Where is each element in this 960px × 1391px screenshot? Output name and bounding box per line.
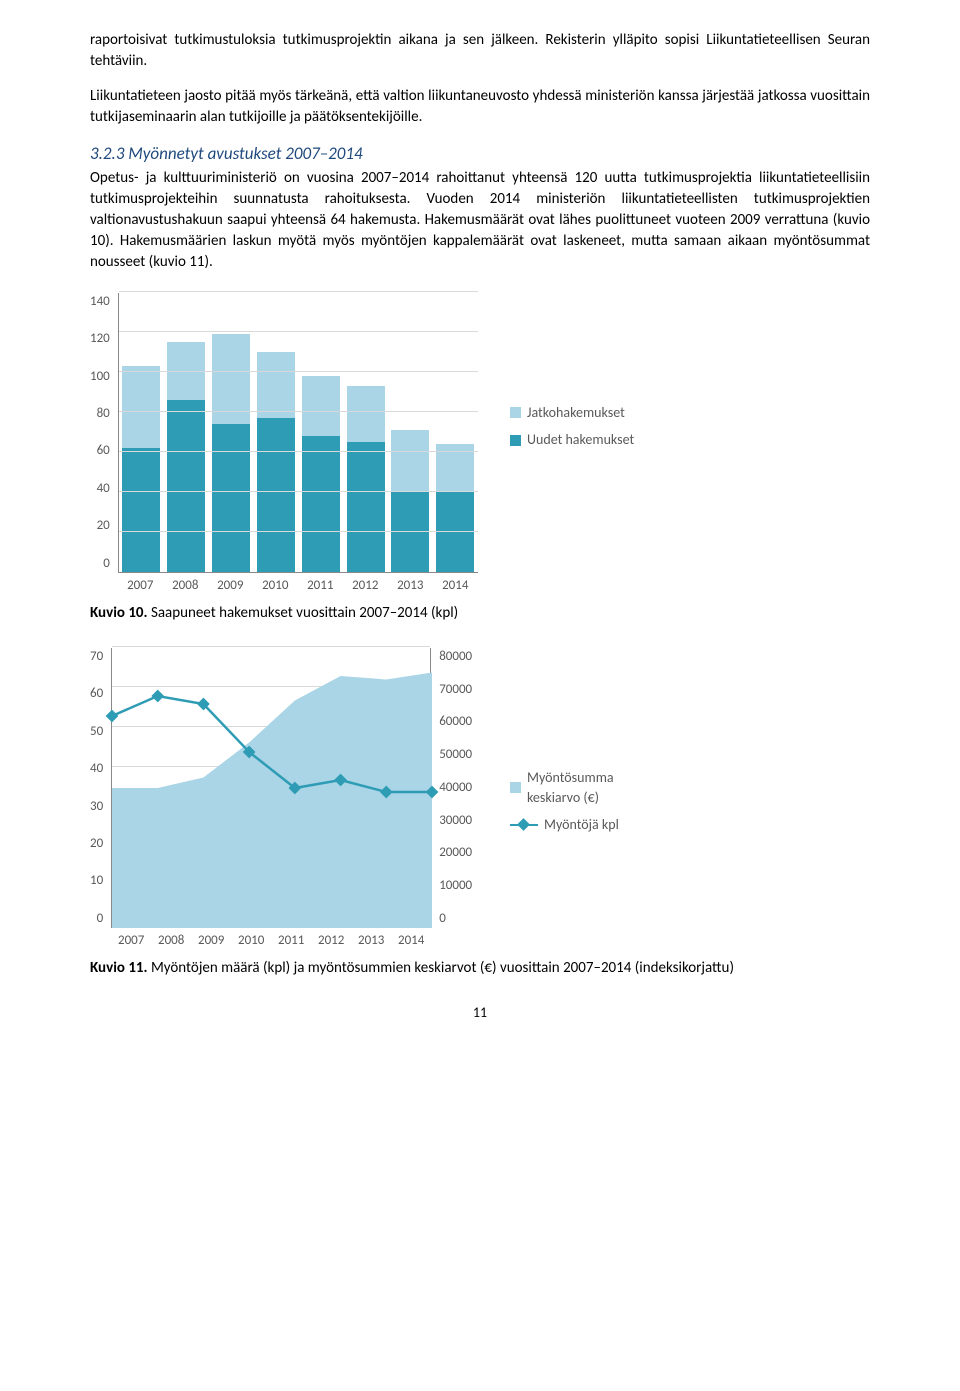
page-number: 11 <box>90 1003 870 1023</box>
legend-area: Myöntösumma keskiarvo (€) <box>510 768 657 807</box>
chart2-caption: Kuvio 11. Myöntöjen määrä (kpl) ja myönt… <box>90 958 870 979</box>
bar-2011 <box>302 376 340 572</box>
chart1-legend: Jatkohakemukset Uudet hakemukset <box>510 403 634 450</box>
legend-line: Myöntöjä kpl <box>510 815 657 835</box>
bar-2014 <box>436 444 474 572</box>
chart2-caption-text: Myöntöjen määrä (kpl) ja myöntösummien k… <box>148 959 734 977</box>
chart2-plot <box>111 648 431 928</box>
chart2-y-axis-right: 8000070000600005000040000300002000010000… <box>431 648 472 928</box>
bar-2009 <box>212 334 250 572</box>
chart2-x-axis: 20072008200920102011201220132014 <box>111 932 431 950</box>
paragraph-2: Liikuntatieteen jaosto pitää myös tärkeä… <box>90 86 870 128</box>
chart-kuvio-11: 706050403020100 200720082009201020112012… <box>90 648 870 950</box>
legend-uudet: Uudet hakemukset <box>510 430 634 450</box>
bar-2010 <box>257 352 295 572</box>
chart2-caption-num: Kuvio 11. <box>90 959 148 977</box>
chart1-x-axis: 20072008200920102011201220132014 <box>118 577 478 595</box>
chart1-caption: Kuvio 10. Saapuneet hakemukset vuosittai… <box>90 603 870 624</box>
chart1-caption-text: Saapuneet hakemukset vuosittain 2007–201… <box>148 604 459 622</box>
chart2-y-axis-left: 706050403020100 <box>90 648 111 928</box>
paragraph-3: Opetus- ja kulttuuriministeriö on vuosin… <box>90 168 870 273</box>
paragraph-1: raportoisivat tutkimustuloksia tutkimusp… <box>90 30 870 72</box>
bar-2007 <box>122 366 160 572</box>
bar-2008 <box>167 342 205 572</box>
chart2-legend: Myöntösumma keskiarvo (€) Myöntöjä kpl <box>510 768 657 835</box>
chart1-plot <box>118 293 478 573</box>
bar-2012 <box>347 386 385 572</box>
chart1-caption-num: Kuvio 10. <box>90 604 148 622</box>
section-heading: 3.2.3 Myönnetyt avustukset 2007–2014 <box>90 142 870 166</box>
chart-kuvio-10: 140120100806040200 200720082009201020112… <box>90 293 870 595</box>
chart1-y-axis: 140120100806040200 <box>90 293 118 573</box>
legend-jatko: Jatkohakemukset <box>510 403 634 423</box>
